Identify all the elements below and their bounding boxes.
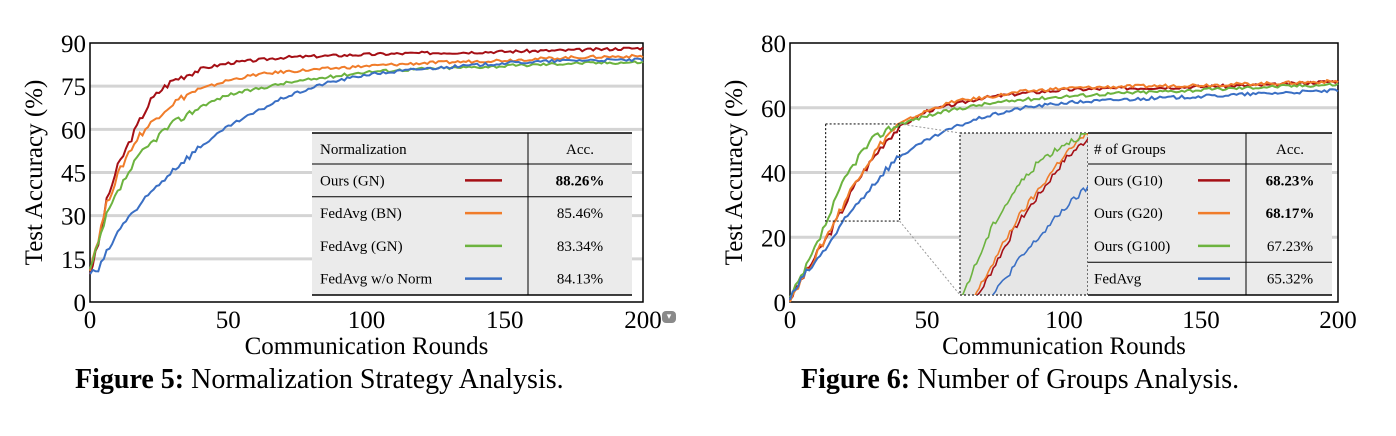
- x-tick-label: 150: [486, 307, 524, 334]
- legend-row-label: FedAvg (GN): [320, 239, 403, 255]
- series-line-1: [89, 53, 644, 272]
- y-tick-label: 60: [761, 96, 786, 123]
- legend-row-value: 68.23%: [1266, 173, 1315, 189]
- legend-row-label: Ours (GN): [320, 173, 385, 189]
- legend-header-label: # of Groups: [1094, 142, 1166, 158]
- figure-6-caption-label: Figure 6:: [801, 364, 911, 395]
- inset-series-line-1: [974, 133, 1088, 295]
- inset-series-line-3: [992, 185, 1088, 295]
- x-tick-label: 200: [1319, 307, 1357, 334]
- y-tick-label: 80: [761, 31, 786, 58]
- series-line-3: [89, 57, 644, 275]
- legend-row-value: 65.32%: [1267, 272, 1313, 288]
- legend-row-label: Ours (G100): [1094, 239, 1170, 255]
- series-line-2: [789, 82, 1339, 298]
- figure-5-caption: Figure 5: Normalization Strategy Analysi…: [75, 364, 564, 396]
- legend-row-label: Ours (G20): [1094, 206, 1163, 222]
- y-axis-label: Test Accuracy (%): [721, 80, 748, 266]
- legend-row-value: 85.46%: [557, 206, 603, 222]
- inset-series-line-0: [976, 138, 1088, 295]
- dropdown-icon[interactable]: ▾: [662, 311, 676, 323]
- x-axis-label: Communication Rounds: [245, 333, 489, 360]
- legend-row-value: 84.13%: [557, 272, 603, 288]
- legend-row-label: FedAvg: [1094, 272, 1142, 288]
- legend-row-label: Ours (G10): [1094, 173, 1163, 189]
- legend-header-label: Normalization: [320, 142, 407, 158]
- y-tick-label: 0: [74, 290, 87, 317]
- plot-frame: [89, 42, 644, 303]
- legend-row-value: 68.17%: [1266, 206, 1315, 222]
- x-tick-label: 0: [84, 307, 97, 334]
- x-tick-label: 50: [915, 307, 940, 334]
- figure-6-caption-text: Number of Groups Analysis.: [910, 364, 1240, 395]
- figure-6: # of Groups Acc. Ours (G10) 68.23% Ours (G20…: [698, 0, 1396, 436]
- series-line-2: [89, 60, 644, 270]
- y-tick-label: 30: [61, 204, 86, 231]
- y-tick-label: 60: [61, 117, 86, 144]
- figure-5: Normalization Acc. Ours (GN) 88.26% FedAvg (…: [21, 31, 676, 396]
- legend-header-value: Acc.: [566, 142, 594, 158]
- legend-row-label: FedAvg w/o Norm: [320, 272, 433, 288]
- x-axis-label: Communication Rounds: [942, 333, 1186, 360]
- x-tick-label: 0: [784, 307, 797, 334]
- y-tick-label: 15: [61, 247, 86, 274]
- figure-5-caption-text: Normalization Strategy Analysis.: [184, 364, 564, 395]
- zoom-inset: [959, 132, 1089, 296]
- legend-header-value: Acc.: [1276, 142, 1304, 158]
- y-tick-label: 40: [761, 161, 786, 188]
- y-tick-label: 45: [61, 161, 86, 188]
- zoom-connector: [899, 220, 961, 296]
- series-line-1: [789, 78, 1339, 303]
- legend-row-value: 67.23%: [1267, 239, 1313, 255]
- x-tick-label: 100: [348, 307, 386, 334]
- figure-5-chart: Normalization Acc. Ours (GN) 88.26% FedAvg (…: [21, 31, 662, 360]
- y-tick-label: 0: [774, 290, 787, 317]
- figure-6-chart: # of Groups Acc. Ours (G10) 68.23% Ours (G20…: [721, 31, 1357, 360]
- x-tick-label: 100: [1045, 307, 1083, 334]
- series-line-3: [789, 88, 1339, 301]
- x-tick-label: 200: [624, 307, 662, 334]
- zoom-source-box: [825, 123, 901, 222]
- y-tick-label: 75: [61, 74, 86, 101]
- x-tick-label: 150: [1182, 307, 1220, 334]
- legend-row-value: 88.26%: [556, 173, 605, 189]
- figure-6-caption: Figure 6: Number of Groups Analysis.: [801, 364, 1239, 396]
- y-axis-label: Test Accuracy (%): [21, 80, 48, 266]
- series-line-0: [89, 46, 644, 275]
- legend-row-value: 83.34%: [557, 239, 603, 255]
- inset-series-line-2: [961, 133, 1088, 295]
- figure-5-caption-label: Figure 5:: [75, 364, 185, 395]
- y-tick-label: 20: [761, 225, 786, 252]
- legend-row-label: FedAvg (BN): [320, 206, 402, 222]
- x-tick-label: 50: [216, 307, 241, 334]
- y-tick-label: 90: [61, 31, 86, 58]
- plot-frame: [789, 42, 1339, 303]
